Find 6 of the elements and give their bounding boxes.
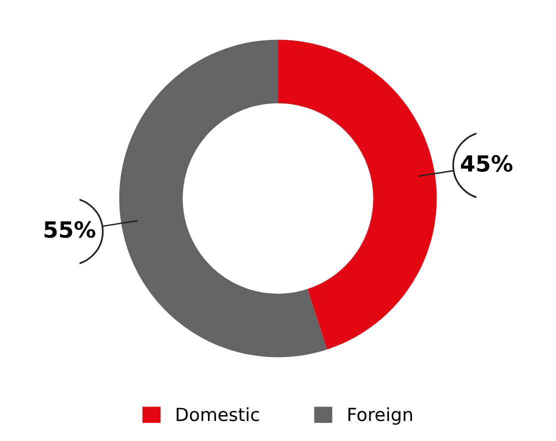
data-label: 45% bbox=[460, 155, 512, 172]
donut-slice bbox=[119, 40, 328, 358]
data-label: 55% bbox=[44, 221, 96, 238]
legend-label: Foreign bbox=[348, 407, 412, 425]
legend-label: Domestic bbox=[176, 407, 259, 422]
donut-slice bbox=[278, 40, 437, 350]
